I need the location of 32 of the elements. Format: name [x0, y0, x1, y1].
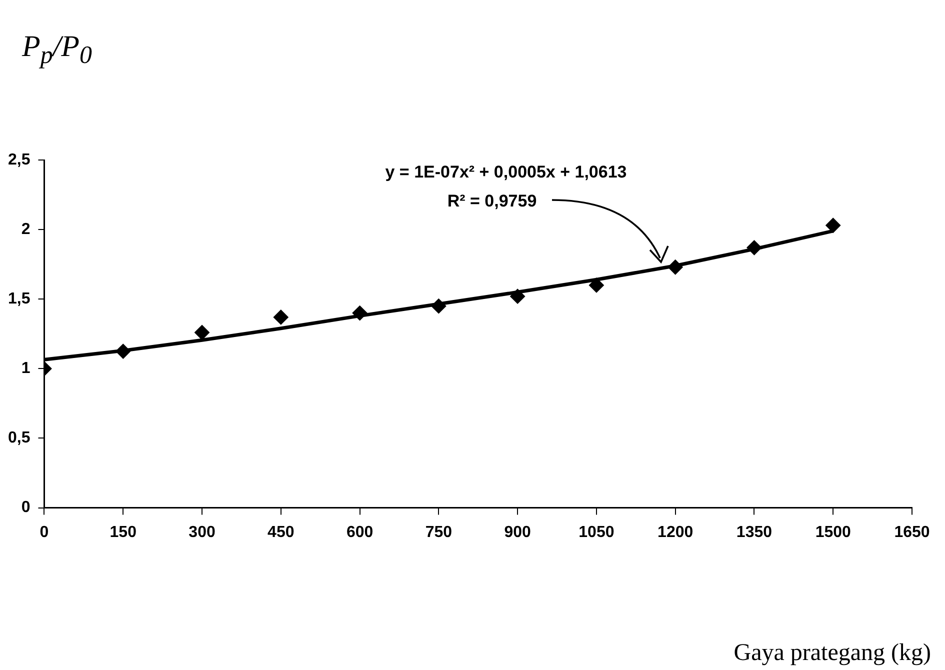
- y-tick-label: 2,5: [8, 151, 30, 168]
- y-tick-label: 0: [21, 499, 30, 516]
- y-tick-label: 1: [21, 360, 30, 378]
- y-axis-title: P$_{p}$/P$_{0}$: [22, 30, 92, 70]
- x-tick-label: 1650: [894, 524, 930, 541]
- x-axis-title: Gaya prategang (kg): [734, 640, 931, 667]
- x-tick-label: 1200: [658, 524, 694, 541]
- x-tick-label: 1350: [736, 524, 772, 541]
- point: [273, 310, 288, 325]
- point: [510, 288, 526, 304]
- x-tick-label: 450: [268, 524, 294, 541]
- y-tick-label: 1,5: [8, 290, 30, 308]
- x-tick-label: 1050: [578, 524, 614, 541]
- point: [826, 218, 841, 233]
- y-tick-label: 0,5: [8, 430, 30, 447]
- point: [431, 298, 446, 314]
- point: [746, 240, 762, 256]
- x-tick-label: 750: [425, 524, 452, 541]
- x-tick-label: 1500: [815, 524, 852, 541]
- x-tick-label: 600: [346, 524, 374, 541]
- x-tick-label: 150: [110, 524, 137, 541]
- x-tick-label: 900: [504, 524, 532, 541]
- point: [116, 344, 131, 359]
- point: [588, 278, 604, 293]
- x-tick-label: 0: [40, 524, 49, 541]
- annotation: y = 1E-07x² + 0,0005x + 1,0613: [385, 162, 627, 182]
- x-tick-label: 300: [188, 524, 216, 541]
- point: [352, 306, 368, 321]
- point: [194, 325, 210, 340]
- point: [668, 260, 683, 275]
- y-tick-label: 2: [21, 220, 30, 238]
- annotation: R² = 0,9759: [447, 192, 537, 211]
